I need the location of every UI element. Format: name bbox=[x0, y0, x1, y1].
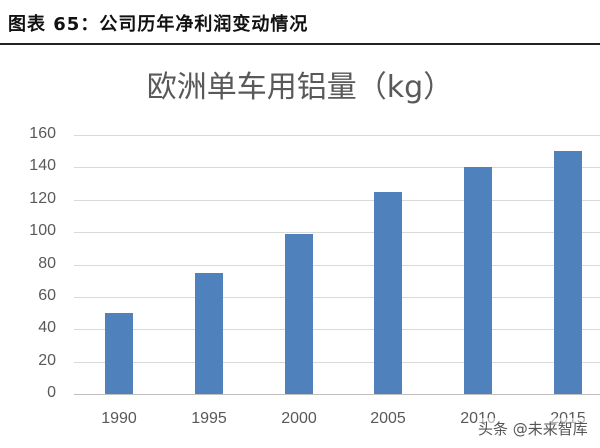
gridline bbox=[74, 232, 600, 233]
bar-2010 bbox=[464, 167, 492, 394]
gridline bbox=[74, 135, 600, 136]
y-tick-label: 20 bbox=[38, 352, 56, 369]
gridline bbox=[74, 394, 600, 395]
gridline bbox=[74, 297, 600, 298]
y-tick-label: 140 bbox=[29, 157, 56, 174]
bar-2015 bbox=[554, 151, 582, 394]
x-tick-label: 1995 bbox=[191, 410, 227, 427]
y-tick-label: 100 bbox=[29, 222, 56, 239]
bar-2005 bbox=[374, 192, 402, 394]
bar-1995 bbox=[195, 273, 223, 394]
y-tick-label: 160 bbox=[29, 125, 56, 142]
y-tick-label: 80 bbox=[38, 255, 56, 272]
watermark: 头条 @未来智库 bbox=[478, 418, 588, 439]
gridline bbox=[74, 167, 600, 168]
y-tick-label: 120 bbox=[29, 190, 56, 207]
bar-1990 bbox=[105, 313, 133, 394]
caption-divider bbox=[0, 43, 600, 45]
chart-title: 欧洲单车用铝量（kg） bbox=[146, 70, 454, 105]
y-tick-label: 0 bbox=[47, 384, 56, 401]
figure-caption: 图表 65：公司历年净利润变动情况 bbox=[8, 14, 309, 35]
gridline bbox=[74, 362, 600, 363]
x-tick-label: 1990 bbox=[101, 410, 137, 427]
x-tick-label: 2005 bbox=[370, 410, 406, 427]
y-tick-label: 40 bbox=[38, 319, 56, 336]
bar-2000 bbox=[285, 234, 313, 394]
gridline bbox=[74, 265, 600, 266]
gridline bbox=[74, 200, 600, 201]
gridline bbox=[74, 329, 600, 330]
x-tick-label: 2000 bbox=[281, 410, 317, 427]
y-tick-label: 60 bbox=[38, 287, 56, 304]
